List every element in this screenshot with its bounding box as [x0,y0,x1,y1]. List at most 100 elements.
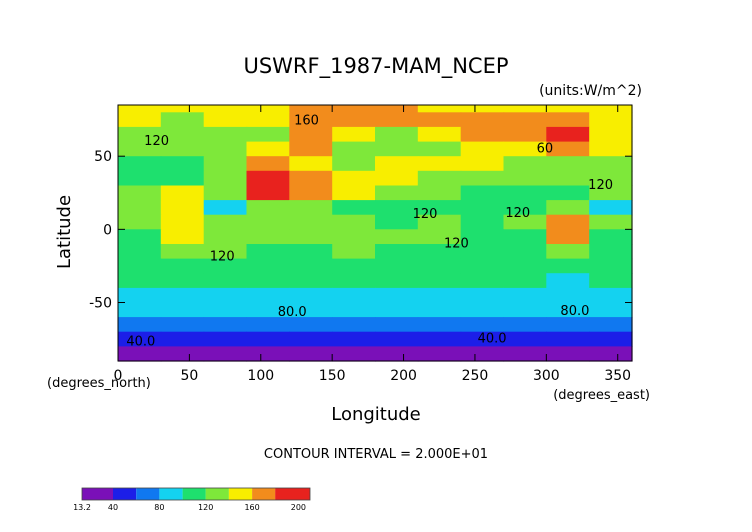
field-cell [289,156,333,172]
contour-label: 120 [144,134,169,149]
field-cell [375,229,419,245]
field-cell [246,244,290,260]
field-cell [246,258,290,274]
field-cell [246,287,290,304]
field-cell [417,126,462,143]
field-cell [203,126,248,143]
field-cell [203,170,248,186]
field-cell [332,170,376,186]
field-cell [246,126,290,143]
field-cell [375,156,419,172]
field-cell [460,273,505,289]
field-cell [460,244,505,260]
field-cell [417,105,462,113]
field-cell [417,214,462,230]
field-cell [160,156,205,172]
y-unit-label: (degrees_north) [47,376,151,391]
field-cell [332,185,376,201]
field-cell [546,273,590,289]
field-cell [375,317,419,333]
field-cell [503,126,547,143]
field-cell [289,105,333,113]
field-cell [460,185,505,201]
field-cell [503,185,547,201]
field-cell [246,156,290,172]
field-cell [160,244,205,260]
field-cell [546,214,590,230]
field-cell [460,105,505,113]
field-cell [503,346,547,362]
field-cell [417,331,462,347]
field-cell [503,302,547,318]
field-cell [546,302,590,318]
field-cell [589,156,633,172]
field-cell [460,229,505,245]
x-tick-label: 0 [114,368,123,384]
field-cell [289,346,333,362]
field-cell [503,331,547,347]
contour-label: 120 [413,207,438,222]
field-cell [589,258,633,274]
field-cell [503,287,547,304]
contour-interval-text: CONTOUR INTERVAL = 2.000E+01 [264,447,488,462]
field-cell [589,141,633,157]
colorbar-swatch [182,488,206,500]
x-tick-label: 200 [390,368,417,384]
field-cell [160,126,205,143]
field-cell [118,105,162,113]
field-cell [289,229,333,245]
field-cell [589,126,633,143]
field-cell [417,273,462,289]
field-cell [203,185,248,201]
field-cell [332,331,376,347]
colorbar-tick-label: 200 [291,503,306,512]
field-cell [332,273,376,289]
field-cell [375,200,419,216]
field-cell [460,346,505,362]
field-cell [375,141,419,157]
field-cell [289,287,333,304]
field-cell [160,346,205,362]
field-cell [246,105,290,113]
colorbar-swatch [275,488,310,500]
contour-label: 80.0 [278,305,307,320]
field-cell [332,317,376,333]
field-cell [332,229,376,245]
contour-label: 120 [444,237,469,252]
contour-label: 120 [588,178,613,193]
field-cell [460,126,505,143]
colorbar-tick-label: 160 [244,503,259,512]
field-cell [160,105,205,113]
field-cell [246,170,290,186]
field-cell [589,317,633,333]
field-cell [118,126,162,143]
field-cell [460,156,505,172]
contour-label: 60 [537,141,554,156]
contour-label: 40.0 [478,332,507,347]
field-cell [332,214,376,230]
x-tick-label: 300 [533,368,560,384]
field-cell [118,214,162,230]
field-cell [203,317,248,333]
field-cell [160,214,205,230]
field-cell [589,302,633,318]
colorbar-swatch [82,488,113,500]
field-cell [417,302,462,318]
field-cell [589,170,633,186]
field-cell [246,112,290,128]
colorbar-swatch [113,488,137,500]
field-cell [503,244,547,260]
x-axis: 0 50 100 150 200 250 300 350 [114,105,631,384]
field-cell [375,214,419,230]
x-axis-title: Longitude [331,404,421,425]
field-cell [160,141,205,157]
field-cell [160,170,205,186]
field-cell [589,112,633,128]
field-cell [160,229,205,245]
field-cell [375,273,419,289]
colorbar-tick-label: 80 [154,503,164,512]
field-cell [203,200,248,216]
field-cell [246,214,290,230]
field-cell [589,331,633,347]
